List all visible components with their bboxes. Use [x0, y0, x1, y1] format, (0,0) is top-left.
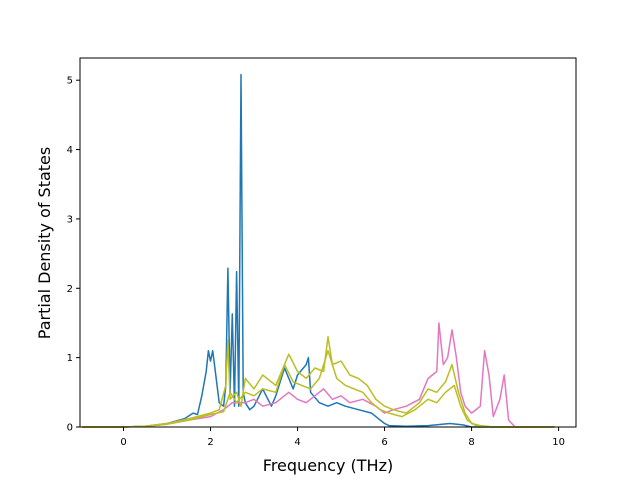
x-tick-label: 0: [120, 437, 126, 448]
series-line-3: [82, 336, 555, 428]
x-axis-ticks: 0 2 4 6 8 10: [120, 427, 565, 448]
x-tick-label: 2: [207, 437, 213, 448]
series-line-2: [82, 322, 555, 428]
y-tick-label: 0: [67, 423, 73, 434]
y-tick-label: 5: [67, 76, 73, 87]
y-tick-label: 3: [67, 214, 73, 225]
x-tick-label: 8: [468, 437, 474, 448]
series-line-1: [82, 73, 555, 428]
series-lines: [82, 73, 555, 428]
y-axis-ticks: 0 1 2 3 4 5: [67, 76, 80, 434]
y-axis-label: Partial Density of States: [35, 147, 54, 339]
x-axis-label: Frequency (THz): [263, 456, 393, 475]
y-tick-label: 1: [67, 353, 73, 364]
x-tick-label: 10: [552, 437, 565, 448]
x-tick-label: 4: [294, 437, 300, 448]
series-line-4: [82, 349, 555, 428]
x-tick-label: 6: [381, 437, 387, 448]
y-tick-label: 4: [67, 145, 73, 156]
plot-frame: [79, 57, 577, 428]
y-tick-label: 2: [67, 284, 73, 295]
